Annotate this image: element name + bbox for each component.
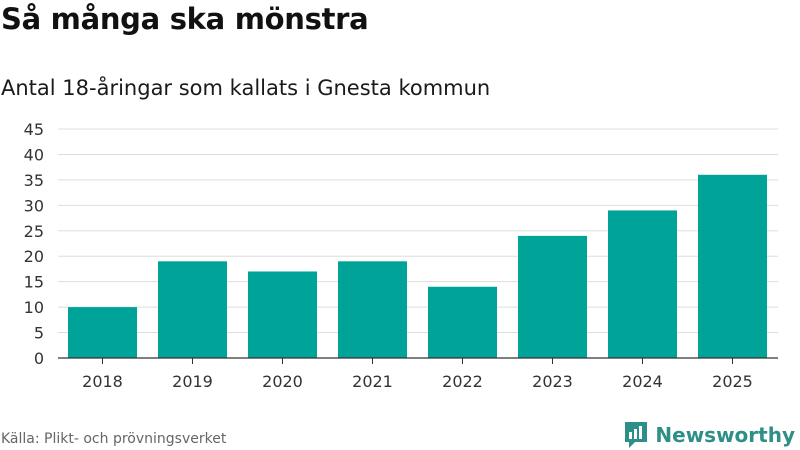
bar-2019 (158, 261, 227, 358)
y-tick-label: 25 (24, 222, 44, 241)
x-tick-label: 2021 (352, 372, 393, 391)
bar-2025 (698, 174, 767, 358)
y-tick-label: 20 (24, 247, 44, 266)
newsworthy-logo-icon (625, 422, 648, 448)
y-tick-label: 35 (24, 171, 44, 190)
x-tick-label: 2020 (262, 372, 303, 391)
y-tick-label: 10 (24, 298, 44, 317)
bar-2023 (518, 235, 587, 358)
y-tick-label: 45 (24, 120, 44, 139)
y-axis-ticks: 0 5 10 15 20 25 30 35 40 45 (24, 120, 44, 368)
x-tick-label: 2023 (532, 372, 573, 391)
x-tick-label: 2018 (82, 372, 123, 391)
y-tick-label: 30 (24, 196, 44, 215)
y-tick-label: 15 (24, 273, 44, 292)
bar-2024 (608, 210, 677, 358)
y-tick-label: 40 (24, 145, 44, 164)
x-tick-label: 2022 (442, 372, 483, 391)
x-tick-label: 2025 (712, 372, 753, 391)
chart-title: Så många ska mönstra (1, 2, 369, 36)
x-tick-label: 2019 (172, 372, 213, 391)
source-note: Källa: Plikt- och prövningsverket (1, 431, 227, 447)
y-tick-label: 5 (34, 324, 44, 343)
bar-2018 (68, 307, 137, 358)
bar-2022 (428, 286, 497, 358)
y-tick-label: 0 (34, 349, 44, 368)
bar-2021 (338, 261, 407, 358)
brand-logo: Newsworthy (623, 420, 795, 450)
bar-2020 (248, 271, 317, 358)
x-axis-ticks: 2018 2019 2020 2021 2022 2023 2024 2025 (82, 358, 753, 391)
bars (68, 174, 767, 358)
chart-subtitle: Antal 18-åringar som kallats i Gnesta ko… (1, 76, 491, 100)
brand-name: Newsworthy (655, 423, 795, 447)
x-tick-label: 2024 (622, 372, 663, 391)
